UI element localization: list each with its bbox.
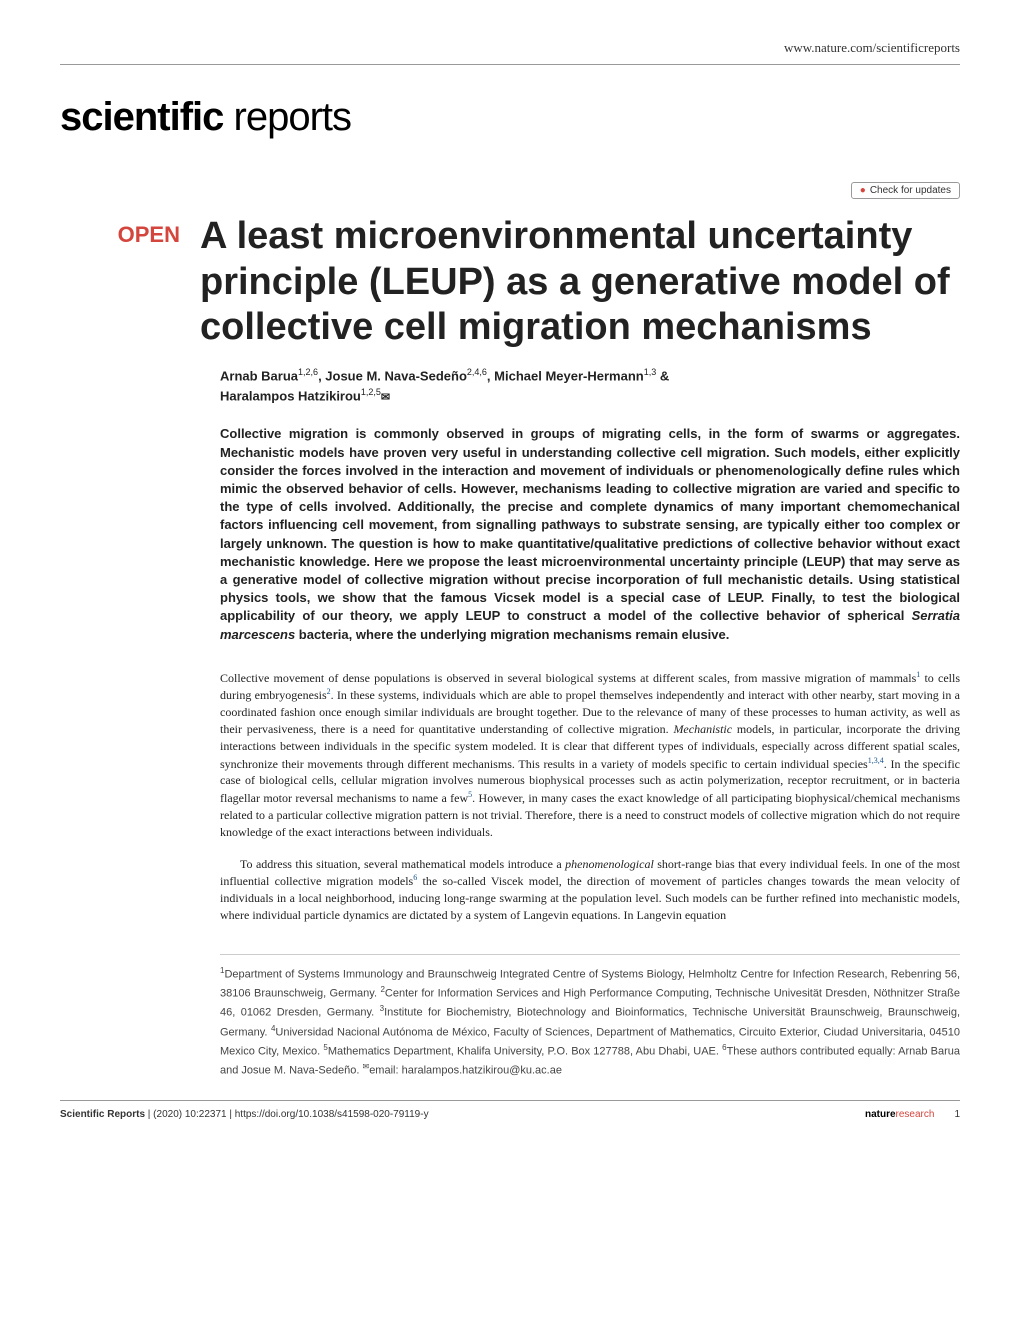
body-paragraph-1: Collective movement of dense populations… (220, 669, 960, 841)
authors-line: Arnab Barua1,2,6, Josue M. Nava-Sedeño2,… (220, 366, 960, 406)
footer-citation: Scientific Reports | (2020) 10:22371 | h… (60, 1109, 429, 1120)
p2-italic1: phenomenological (565, 857, 654, 871)
footer-citation-text: | (2020) 10:22371 | (145, 1109, 235, 1120)
check-updates-button[interactable]: Check for updates (851, 182, 960, 199)
author-sep-1: , Josue M. Nava-Sedeño (318, 368, 467, 383)
affil-sup-2: 2,4,6 (467, 367, 487, 377)
p1-ref-3[interactable]: 1,3,4 (868, 756, 884, 765)
author-1: Arnab Barua (220, 368, 298, 383)
p2-text: To address this situation, several mathe… (240, 857, 565, 871)
nature-word: nature (865, 1109, 896, 1120)
body-paragraph-2: To address this situation, several mathe… (220, 856, 960, 924)
footer-right: natureresearch 1 (865, 1109, 960, 1120)
abstract: Collective migration is commonly observe… (220, 425, 960, 643)
research-word: research (896, 1109, 935, 1120)
page-footer: Scientific Reports | (2020) 10:22371 | h… (60, 1100, 960, 1120)
affiliations: 1Department of Systems Immunology and Br… (220, 954, 960, 1081)
article-header: OPEN A least microenvironmental uncertai… (60, 214, 960, 351)
page-number: 1 (954, 1109, 960, 1120)
open-access-badge: OPEN (60, 214, 200, 248)
journal-url[interactable]: www.nature.com/scientificreports (60, 40, 960, 65)
journal-logo-light: reports (223, 95, 351, 139)
author-2: Haralampos Hatzikirou (220, 388, 361, 403)
page-container: www.nature.com/scientificreports scienti… (0, 0, 1020, 1280)
abstract-end: bacteria, where the underlying migration… (295, 627, 729, 642)
email-label: email: (369, 1065, 401, 1077)
author-sep-3: & (656, 368, 669, 383)
article-title: A least microenvironmental uncertainty p… (200, 214, 960, 351)
author-sep-2: , Michael Meyer-Hermann (487, 368, 644, 383)
footer-journal: Scientific Reports (60, 1109, 145, 1120)
affil-sup-3: 1,3 (644, 367, 657, 377)
abstract-text: Collective migration is commonly observe… (220, 426, 960, 623)
affil-sup-1: 1,2,6 (298, 367, 318, 377)
nature-logo: natureresearch (865, 1109, 934, 1120)
check-updates-container: Check for updates (60, 180, 960, 199)
p1-text: Collective movement of dense populations… (220, 671, 916, 685)
affil-5: Mathematics Department, Khalifa Universi… (328, 1046, 722, 1058)
affil-sup-4: 1,2,5 (361, 387, 381, 397)
journal-logo-bold: scientific (60, 95, 223, 139)
corresponding-icon: ✉ (381, 391, 390, 403)
journal-logo: scientific reports (60, 95, 960, 140)
corresponding-email[interactable]: haralampos.hatzikirou@ku.ac.ae (402, 1065, 562, 1077)
footer-doi[interactable]: https://doi.org/10.1038/s41598-020-79119… (235, 1109, 429, 1120)
p1-italic1: Mechanistic (673, 722, 732, 736)
